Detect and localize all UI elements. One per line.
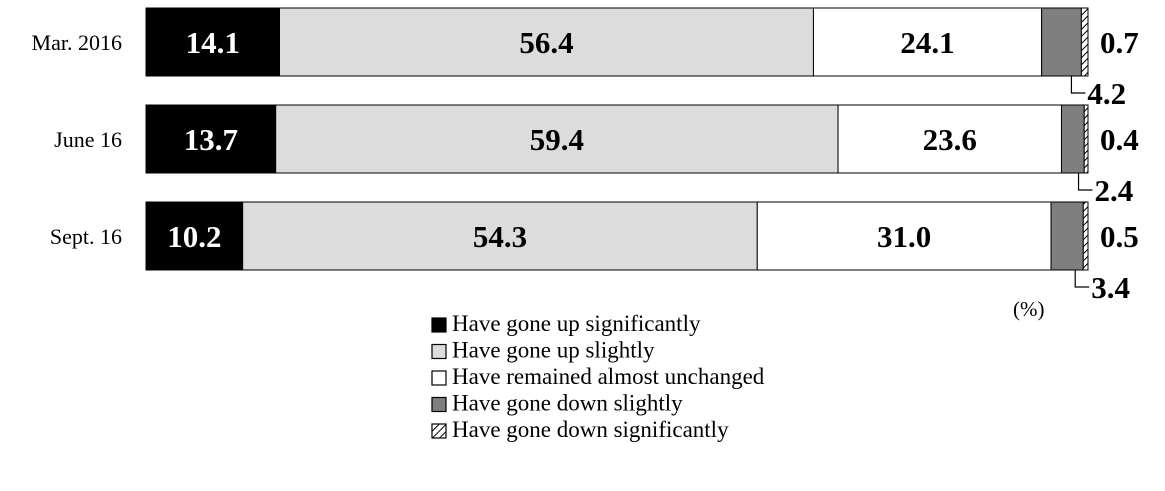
bar-segment <box>1083 104 1089 174</box>
bar-segment <box>756 201 1052 271</box>
side-label-down-significantly: 0.7 <box>1100 25 1139 60</box>
bar-segment <box>837 104 1062 174</box>
leader-line <box>1070 76 1086 94</box>
data-label: 14.1 <box>186 25 240 60</box>
data-label: 24.1 <box>900 25 954 60</box>
data-label: 31.0 <box>877 219 931 254</box>
bar-segment <box>275 104 839 174</box>
data-label: 10.2 <box>167 219 221 254</box>
category-label: Mar. 2016 <box>32 30 122 55</box>
unit-label: (%) <box>1013 297 1044 321</box>
bar-segment <box>145 104 277 174</box>
legend-swatch <box>431 423 447 439</box>
bar-segment <box>1050 201 1084 271</box>
legend-swatch <box>431 370 447 386</box>
leader-line <box>1074 270 1090 288</box>
leader-line <box>1077 173 1093 191</box>
side-label-down-slightly: 4.2 <box>1087 76 1126 111</box>
data-label: 56.4 <box>519 25 573 60</box>
data-label: 13.7 <box>184 122 238 157</box>
legend-swatch <box>431 317 447 333</box>
bar-segment <box>145 201 244 271</box>
legend-item-label: Have gone down significantly <box>452 417 729 442</box>
legend-swatch <box>431 396 447 413</box>
legend-item-label: Have gone up significantly <box>452 311 701 336</box>
data-label: 59.4 <box>530 122 584 157</box>
data-label: 23.6 <box>923 122 977 157</box>
legend-swatch <box>431 343 447 360</box>
side-label-down-significantly: 0.4 <box>1100 122 1139 157</box>
data-label: 54.3 <box>473 219 527 254</box>
side-label-down-slightly: 3.4 <box>1091 270 1130 305</box>
category-label: June 16 <box>54 127 122 152</box>
bar-segment <box>1080 7 1089 77</box>
bar-segment <box>1060 104 1085 174</box>
bars-layer: Mar. 2016 14.1 56.4 24.1 0.7 4.2 June 16 13.7 59… <box>32 7 1139 305</box>
category-label: Sept. 16 <box>50 224 122 249</box>
bar-segment <box>1082 201 1089 271</box>
legend-item-label: Have gone up slightly <box>452 338 655 363</box>
side-label-down-significantly: 0.5 <box>1100 219 1139 254</box>
bar-segment <box>278 7 814 77</box>
bar-segment <box>145 7 280 77</box>
side-label-down-slightly: 2.4 <box>1095 173 1134 208</box>
bar-segment <box>242 201 758 271</box>
legend-item-label: Have remained almost unchanged <box>452 364 765 389</box>
bar-segment <box>812 7 1043 77</box>
legend-item-label: Have gone down slightly <box>452 391 683 416</box>
bar-segment <box>1041 7 1082 77</box>
